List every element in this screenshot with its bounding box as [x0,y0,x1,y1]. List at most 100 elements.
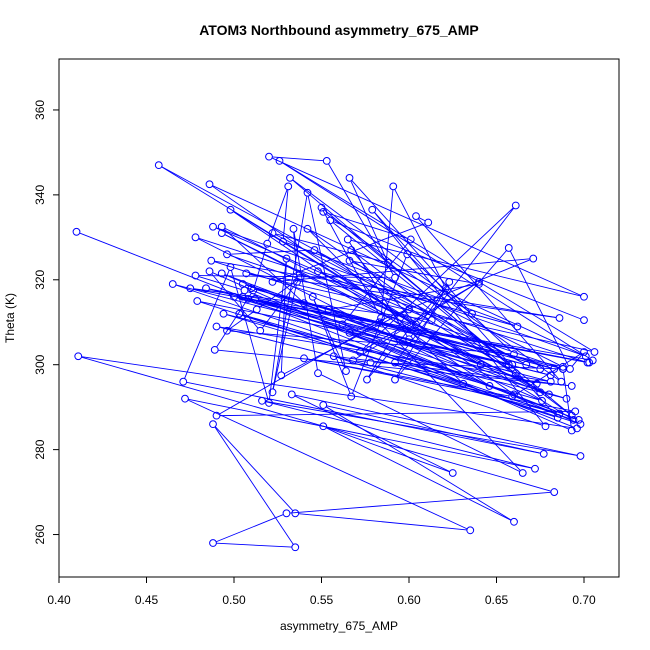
x-axis: 0.40 0.45 0.50 0.55 0.60 0.65 0.70 [47,576,596,607]
data-point [559,365,567,373]
series-segment [198,237,585,362]
data-point [475,280,483,288]
data-point [555,314,564,322]
data-point [391,273,399,282]
data-point [545,390,553,399]
chart-title: ATOM3 Northbound asymmetry_675_AMP [199,22,479,38]
series-segment [81,356,552,492]
data-point [508,360,517,369]
plot-frame [58,58,620,578]
data-point [265,399,273,407]
data-point [235,309,244,318]
data-point [287,390,296,399]
series-segment [198,238,487,385]
series-segment [186,381,541,454]
data-point [265,152,273,161]
data-point [536,388,545,397]
series-segment [294,394,578,456]
data-point [531,464,539,473]
series-segment [362,283,477,351]
data-point [277,371,286,380]
data-point [384,258,392,267]
data-point [345,256,354,265]
data-point [342,367,350,375]
series-segment [247,291,576,420]
y-tick-label: 360 [33,100,47,120]
x-tick-label: 0.65 [485,593,509,607]
data-point [284,182,293,191]
data-point [314,369,322,378]
x-tick-label: 0.40 [47,593,71,607]
series-segment [352,259,531,333]
data-point [319,422,328,431]
data-point [275,157,284,165]
data-point [249,286,258,295]
data-point [256,326,265,335]
series-segment [282,189,289,239]
series-segment [219,411,572,417]
data-point [296,273,305,282]
data-point [356,348,364,356]
data-point [553,413,562,422]
series-segment [161,166,571,419]
data-point [258,396,266,405]
data-point [300,299,308,308]
series-segment [333,221,582,320]
series-segment [265,401,532,469]
data-point [405,335,413,344]
data-point [226,205,235,214]
y-tick-label: 300 [33,354,47,374]
series-segment [514,353,582,396]
series-lines [79,156,592,548]
series-segment [268,261,287,400]
data-point [550,365,559,373]
series-segment [322,210,380,316]
data-point [202,284,210,293]
data-point [209,222,217,231]
data-point [538,396,546,405]
series-segment [81,356,574,429]
data-point [217,222,226,231]
series-segment [373,362,560,370]
data-point [268,229,277,237]
series-segment [374,212,544,424]
data-point [219,309,228,318]
data-point [559,362,567,371]
series-segment [356,360,368,363]
data-point [268,278,277,286]
series-segment [336,356,543,426]
series-segment [282,162,591,360]
data-point [345,173,354,182]
data-point [242,269,251,278]
data-point [349,356,357,365]
series-segment [214,260,557,318]
data-point [448,469,457,477]
series-segment [326,427,450,473]
data-point [244,294,252,303]
y-tick-label: 260 [33,524,47,544]
data-point [580,292,588,301]
data-point [366,358,375,367]
series-segment [219,326,557,414]
data-point [391,358,399,367]
data-point [319,401,328,409]
data-point [223,250,231,259]
x-tick-label: 0.50 [222,593,246,607]
series-segment [350,239,581,297]
series-segment [224,274,578,424]
data-point [343,235,352,244]
data-point [536,365,545,373]
data-point [576,452,585,460]
data-point [466,526,475,535]
data-point [238,280,247,288]
data-point [567,382,576,390]
series-segment [292,179,507,363]
data-point [72,227,81,236]
series-segment [280,261,287,372]
data-point [541,422,550,431]
data-point [539,449,548,458]
data-point [322,157,331,165]
data-point [424,218,433,227]
data-point [279,237,287,246]
series-segment [251,299,590,361]
